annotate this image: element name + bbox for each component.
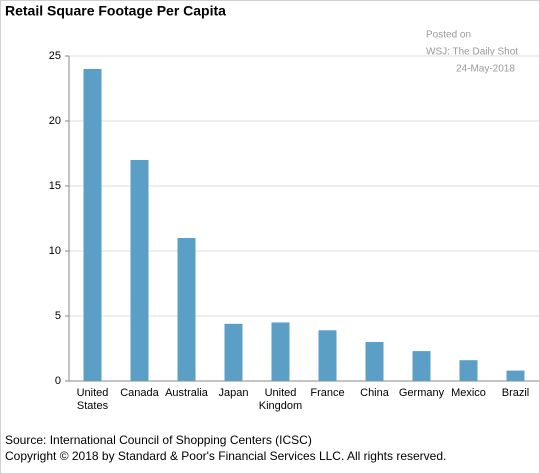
x-tick-label: Brazil [501,387,530,399]
chart-title: Retail Square Footage Per Capita [5,3,226,19]
x-tick-label: Canada [120,387,159,399]
y-tick-label: 10 [49,245,61,257]
bar [412,351,431,381]
bar [224,323,243,381]
x-tick-label: Mexico [451,387,486,399]
annotation: Posted on [426,30,471,41]
x-tick-label: France [310,387,345,399]
annotation: WSJ: The Daily Shot [426,47,518,58]
annotation: 24-May-2018 [456,64,515,75]
bar [130,160,149,381]
y-tick-label: 25 [49,50,61,62]
y-tick-label: 15 [49,180,61,192]
bar [459,360,478,381]
y-tick-label: 20 [49,115,61,127]
x-tick-label: United Kingdom [258,387,303,412]
x-tick-label: United States [76,387,109,412]
bar [271,322,290,381]
source-note: Source: International Council of Shoppin… [5,433,312,447]
x-tick-label: Japan [218,387,249,399]
bar [318,330,337,381]
bar [83,69,102,381]
bar [177,238,196,381]
x-tick-label: China [360,387,389,399]
x-tick-label: Australia [165,387,208,399]
y-tick-label: 0 [55,375,61,387]
bar [506,370,525,381]
y-tick-label: 5 [55,310,61,322]
copyright-note: Copyright © 2018 by Standard & Poor's Fi… [5,449,447,463]
x-tick-label: Germany [398,387,445,399]
bar [365,342,384,381]
